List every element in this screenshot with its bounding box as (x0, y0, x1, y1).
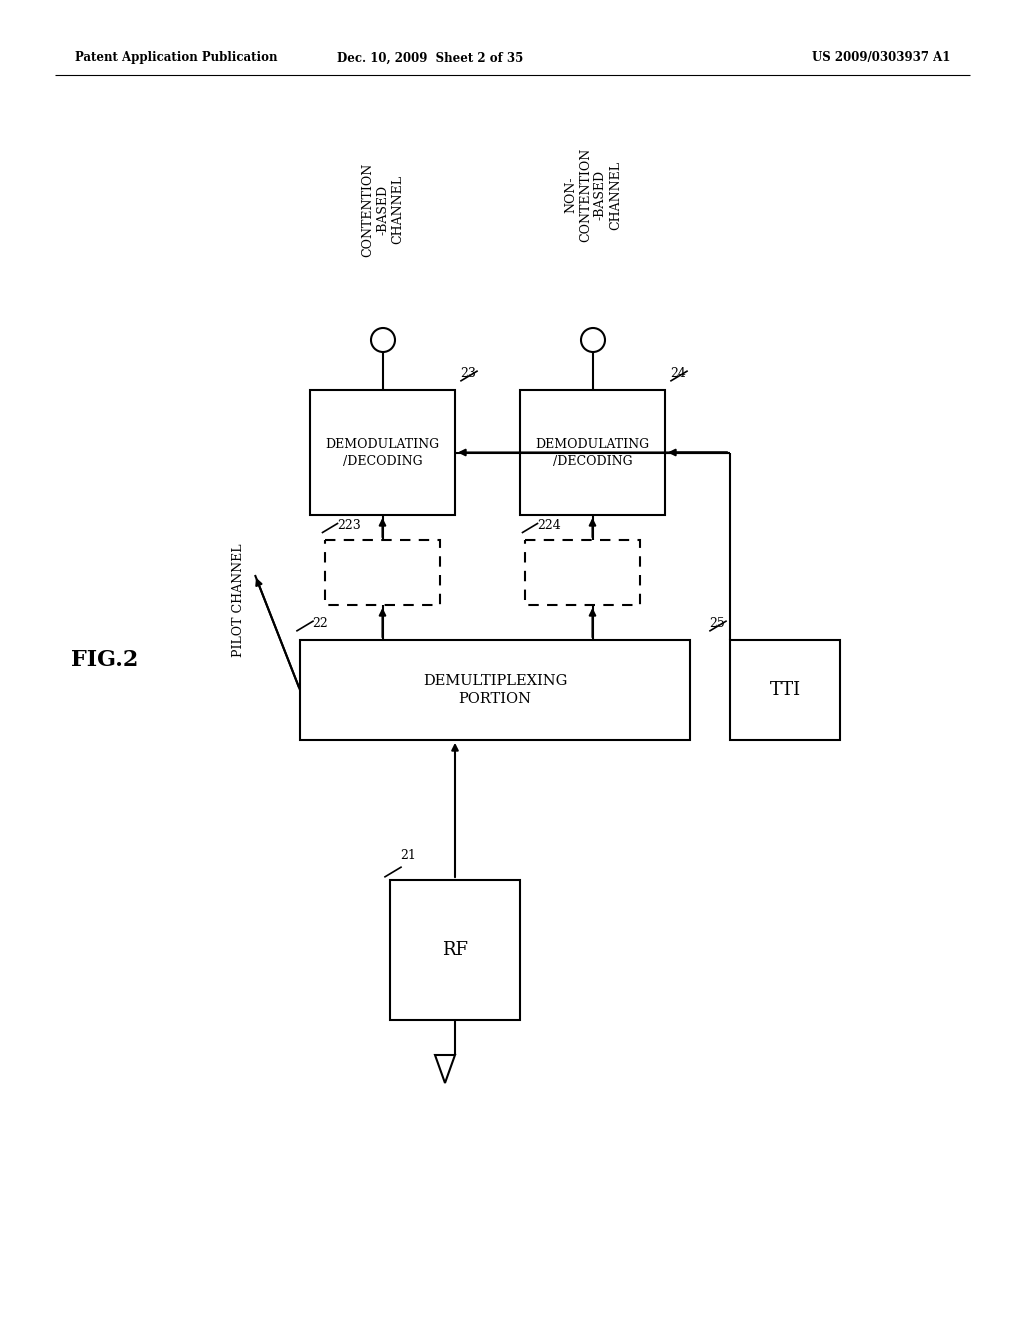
Text: PILOT CHANNEL: PILOT CHANNEL (231, 544, 245, 657)
Text: TTI: TTI (769, 681, 801, 700)
Text: 21: 21 (400, 849, 416, 862)
Text: DEMODULATING
/DECODING: DEMODULATING /DECODING (326, 437, 439, 467)
Text: 22: 22 (312, 616, 328, 630)
Text: 24: 24 (670, 367, 686, 380)
Text: 224: 224 (537, 519, 561, 532)
Bar (525, 540, 640, 605)
Text: US 2009/0303937 A1: US 2009/0303937 A1 (812, 51, 950, 65)
Text: DEMODULATING
/DECODING: DEMODULATING /DECODING (536, 437, 649, 467)
Text: RF: RF (442, 941, 468, 960)
Text: 25: 25 (710, 616, 725, 630)
Text: 23: 23 (460, 367, 476, 380)
Text: DEMULTIPLEXING
PORTION: DEMULTIPLEXING PORTION (423, 673, 567, 706)
Text: FIG.2: FIG.2 (72, 649, 138, 671)
Bar (390, 880, 520, 1020)
Text: Dec. 10, 2009  Sheet 2 of 35: Dec. 10, 2009 Sheet 2 of 35 (337, 51, 523, 65)
Bar (325, 540, 440, 605)
Bar (520, 389, 665, 515)
Text: 223: 223 (337, 519, 360, 532)
Text: CONTENTION
-BASED
CHANNEL: CONTENTION -BASED CHANNEL (361, 162, 404, 257)
Bar (730, 640, 840, 741)
Bar (310, 389, 455, 515)
Text: NON-
CONTENTION
-BASED
CHANNEL: NON- CONTENTION -BASED CHANNEL (564, 148, 622, 242)
Text: Patent Application Publication: Patent Application Publication (75, 51, 278, 65)
Bar (300, 640, 690, 741)
